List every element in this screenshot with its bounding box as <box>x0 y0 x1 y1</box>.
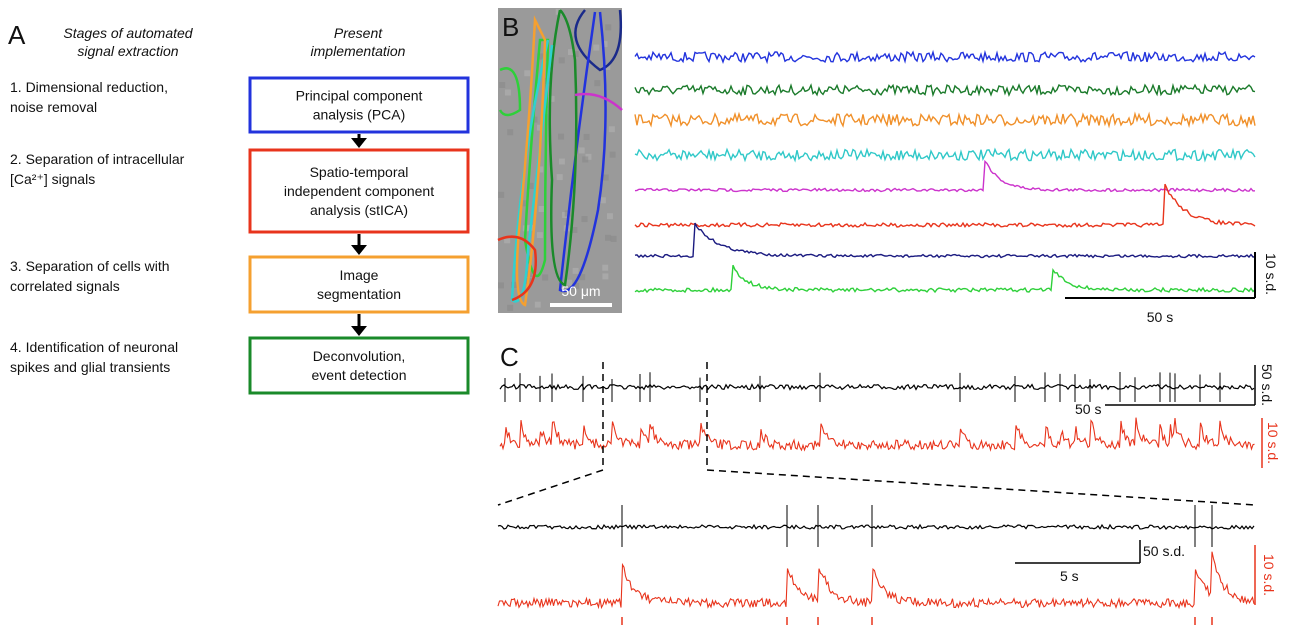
arrow-head <box>351 245 367 255</box>
trace <box>635 161 1255 191</box>
trace <box>635 265 1255 292</box>
implementation-text: independent component <box>284 183 434 199</box>
image-texture <box>559 57 565 63</box>
step-box <box>250 338 468 393</box>
image-texture <box>605 235 611 241</box>
scale-label: 10 s.d. <box>1265 422 1281 464</box>
image-texture <box>498 282 504 288</box>
trace <box>635 150 1255 161</box>
implementation-text: analysis (PCA) <box>313 107 406 123</box>
stage-text: 1. Dimensional reduction, <box>10 79 168 95</box>
image-texture <box>582 156 588 162</box>
trace <box>635 52 1255 62</box>
scale-label: 50 s <box>1075 401 1101 417</box>
trace <box>500 418 1255 450</box>
image-texture <box>535 302 541 308</box>
image-texture <box>559 158 565 164</box>
zoom-guide <box>498 470 603 505</box>
image-texture <box>594 80 600 86</box>
image-texture <box>498 192 504 198</box>
stage-text: 3. Separation of cells with <box>10 258 170 274</box>
stage-text: correlated signals <box>10 278 120 294</box>
image-texture <box>584 134 590 140</box>
image-texture <box>507 129 513 135</box>
stage-text: noise removal <box>10 99 97 115</box>
scale-label: 5 s <box>1060 568 1079 584</box>
column-header: Stages of automated <box>63 25 193 41</box>
image-texture <box>542 274 548 280</box>
implementation-text: segmentation <box>317 286 401 302</box>
panel-b: B 50 μm 50 s 10 s.d. <box>498 8 1279 325</box>
scale-label: 50 s.d. <box>1143 543 1185 559</box>
image-texture <box>539 206 545 212</box>
implementation-text: Principal component <box>296 88 423 104</box>
implementation-text: Deconvolution, <box>313 348 406 364</box>
image-texture <box>579 147 585 153</box>
trace <box>635 85 1255 95</box>
image-texture <box>602 273 608 279</box>
stage-text: 4. Identification of neuronal <box>10 339 178 355</box>
figure: A Stages of automated signal extraction … <box>0 0 1294 625</box>
zoom-guide <box>707 470 1255 505</box>
stage-text: [Ca²⁺] signals <box>10 171 95 187</box>
scale-label: 50 s.d. <box>1259 364 1275 406</box>
step-box <box>250 257 468 312</box>
column-header: signal extraction <box>77 43 178 59</box>
image-texture <box>610 152 616 158</box>
image-texture <box>557 174 563 180</box>
step-box <box>250 78 468 132</box>
flowchart: Principal component analysis (PCA) 1. Dime… <box>10 78 468 393</box>
trace <box>500 385 1254 390</box>
image-texture <box>602 265 608 271</box>
image-texture <box>505 90 511 96</box>
image-texture <box>558 134 564 140</box>
panel-label: C <box>500 342 519 372</box>
image-texture <box>593 45 599 51</box>
image-texture <box>609 126 615 132</box>
implementation-text: event detection <box>312 367 407 383</box>
implementation-text: Spatio-temporal <box>310 164 409 180</box>
scale-label: 50 μm <box>561 283 600 299</box>
implementation-text: Image <box>340 267 379 283</box>
column-header: implementation <box>311 43 406 59</box>
panel-c: C 50 s 50 s.d. 10 s.d. 50 s.d. 5 s 10 s.d. <box>498 342 1281 625</box>
image-texture <box>611 236 617 242</box>
scale-label: 10 s.d. <box>1263 253 1279 295</box>
image-texture <box>507 305 513 311</box>
image-texture <box>537 232 543 238</box>
implementation-text: analysis (stICA) <box>310 202 408 218</box>
trace <box>635 114 1255 126</box>
trace <box>498 525 1254 529</box>
image-texture <box>499 82 505 88</box>
image-texture <box>607 213 613 219</box>
stage-text: spikes and glial transients <box>10 359 170 375</box>
image-texture <box>605 24 611 30</box>
trace <box>635 223 1255 257</box>
panel-label: B <box>502 12 519 42</box>
scale-label: 50 s <box>1147 309 1173 325</box>
image-texture <box>582 216 588 222</box>
column-header: Present <box>334 25 383 41</box>
arrow-head <box>351 326 367 336</box>
image-texture <box>524 70 530 76</box>
stage-text: 2. Separation of intracellular <box>10 151 185 167</box>
arrow-head <box>351 138 367 148</box>
scale-label: 10 s.d. <box>1261 554 1277 596</box>
image-texture <box>573 268 579 274</box>
panel-label: A <box>8 20 26 50</box>
